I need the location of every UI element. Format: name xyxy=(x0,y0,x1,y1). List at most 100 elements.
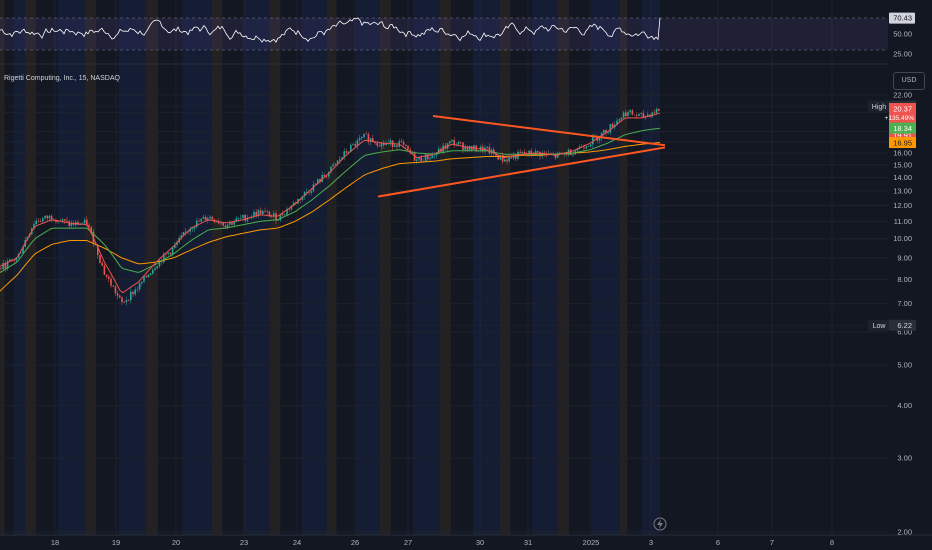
pre-market-band xyxy=(270,0,281,535)
candle-body xyxy=(576,149,579,151)
candle-body xyxy=(158,260,161,267)
candle-body xyxy=(530,150,532,155)
time-tick-label: 18 xyxy=(51,538,59,547)
candle-body xyxy=(378,145,381,147)
candle-body xyxy=(466,146,469,152)
candle-body xyxy=(123,301,125,303)
candle-body xyxy=(72,223,75,226)
price-tick-label: 16.00 xyxy=(893,149,912,158)
time-tick-label: 6 xyxy=(716,538,720,547)
candle-body xyxy=(110,278,112,286)
candle-body xyxy=(424,154,427,162)
rsi-tick-label: 50.00 xyxy=(893,30,912,39)
candle-body xyxy=(427,154,429,160)
candle-body xyxy=(383,142,385,146)
candle-body xyxy=(402,142,405,145)
candle-body xyxy=(332,164,334,167)
candle-body xyxy=(356,140,359,147)
price-tick-label: 9.00 xyxy=(897,253,912,262)
candle-body xyxy=(570,149,572,156)
candle-body xyxy=(603,129,605,133)
candle-body xyxy=(554,154,557,158)
candle-body xyxy=(13,260,15,261)
candle-body xyxy=(468,146,471,152)
time-tick-label: 26 xyxy=(351,538,359,547)
candle-body xyxy=(141,281,143,284)
candle-body xyxy=(68,221,70,226)
candle-body xyxy=(460,142,462,143)
candle-body xyxy=(90,226,92,232)
post-market-band xyxy=(301,0,327,535)
candle-body xyxy=(640,113,642,114)
candle-body xyxy=(343,151,345,158)
candle-body xyxy=(464,146,466,150)
low-value-label: 6.22 xyxy=(897,321,912,330)
candle-body xyxy=(358,138,361,141)
time-tick-label: 30 xyxy=(476,538,484,547)
pre-market-band xyxy=(620,0,628,535)
candle-body xyxy=(369,138,372,142)
candle-body xyxy=(512,155,515,159)
candle-body xyxy=(310,191,312,193)
candle-body xyxy=(543,152,546,154)
last-price-change: +135.49% xyxy=(885,115,915,122)
candle-body xyxy=(321,174,323,183)
candle-body xyxy=(233,222,235,225)
flash-icon[interactable] xyxy=(653,517,667,531)
price-tick-label: 5.00 xyxy=(897,361,912,370)
price-labels: High20.70Low6.2220.37+135.49%07:0819.911… xyxy=(0,100,916,331)
pre-market-band xyxy=(0,0,5,535)
candle-body xyxy=(97,245,99,256)
candle-body xyxy=(583,147,585,149)
candle-body xyxy=(284,214,286,216)
candle-body xyxy=(653,112,656,114)
candle-body xyxy=(631,110,634,115)
post-market-band xyxy=(13,0,25,535)
post-market-band xyxy=(592,0,620,535)
price-axis[interactable]: 2.00 3.00 4.00 5.00 6.00 7.00 8.00 9.00 10.00 11.… xyxy=(888,0,932,550)
candle-body xyxy=(169,252,172,255)
price-tick-label: 11.00 xyxy=(894,217,912,226)
ema-slow-value-label: 16.95 xyxy=(893,139,912,148)
candle-body xyxy=(642,113,645,118)
candle-body xyxy=(224,225,227,228)
candle-body xyxy=(493,149,495,154)
candle-body xyxy=(237,218,240,219)
candle-body xyxy=(231,222,233,225)
candle-body xyxy=(508,156,510,162)
time-axis[interactable]: 18 19 20 23 24 26 27 30 31 2025 3 6 7 8 xyxy=(0,534,932,547)
candle-body xyxy=(290,205,293,210)
candle-body xyxy=(352,144,354,146)
high-tag-label: High xyxy=(872,104,887,111)
candle-body xyxy=(372,138,374,143)
candle-body xyxy=(209,216,211,219)
trendline-lower xyxy=(377,146,666,198)
post-market-band xyxy=(356,0,380,535)
ema-mid-value-box xyxy=(889,122,916,134)
candle-body xyxy=(565,153,568,156)
candle-body xyxy=(105,274,108,277)
currency-button[interactable]: USD xyxy=(893,72,925,90)
candle-body xyxy=(61,219,64,221)
candle-body xyxy=(222,223,224,226)
candle-body xyxy=(235,218,238,223)
candle-body xyxy=(449,141,451,144)
candle-body xyxy=(328,171,330,177)
candle-body xyxy=(198,220,200,222)
candle-body xyxy=(347,151,350,153)
candle-body xyxy=(350,145,352,152)
candle-body xyxy=(204,216,207,221)
trendlines[interactable] xyxy=(377,115,666,198)
candle-body xyxy=(81,223,84,225)
candle-body xyxy=(609,123,612,133)
candle-body xyxy=(132,291,134,295)
candle-body xyxy=(255,212,257,216)
candle-body xyxy=(308,192,310,193)
time-tick-label: 7 xyxy=(770,538,774,547)
candle-body xyxy=(253,212,255,217)
candle-body xyxy=(488,146,491,154)
candle-body xyxy=(625,112,627,117)
candle-body xyxy=(226,224,229,228)
candle-body xyxy=(275,213,277,221)
